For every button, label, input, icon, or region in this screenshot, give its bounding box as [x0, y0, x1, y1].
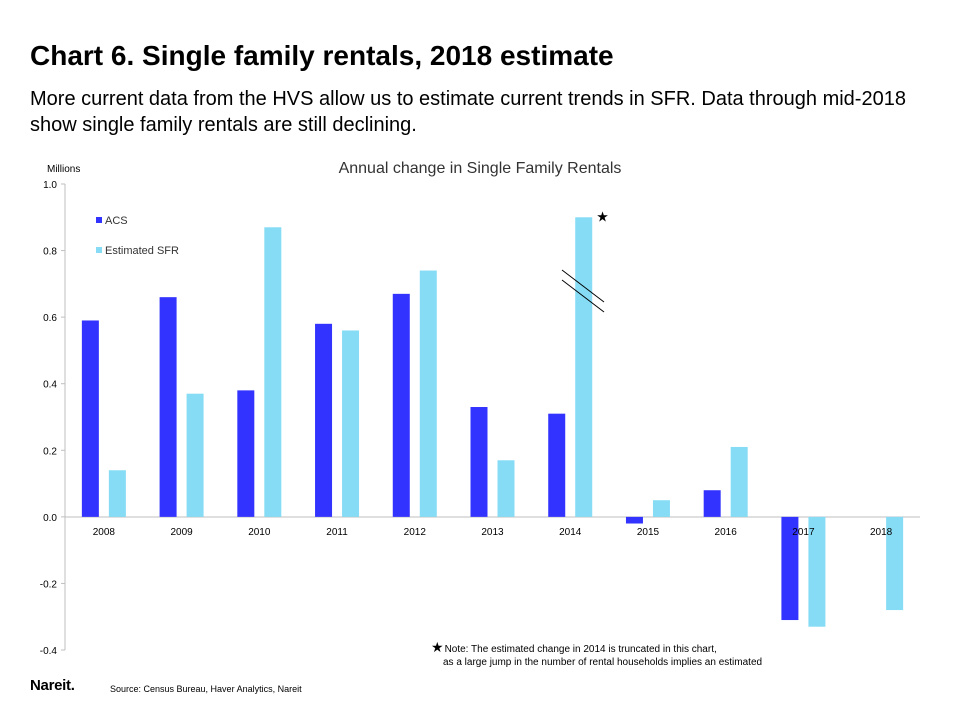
note-line-1: Note: The estimated change in 2014 is tr… [444, 644, 717, 655]
bar-estimated-sfr-2010 [264, 227, 282, 517]
y-tick-label: 0.8 [43, 247, 57, 258]
x-tick-label: 2014 [559, 527, 582, 538]
slide-title: Chart 6. Single family rentals, 2018 est… [30, 40, 614, 71]
legend-swatch [96, 217, 102, 223]
bar-acs-2013 [470, 407, 488, 517]
bar-estimated-sfr-2014 [575, 217, 593, 517]
y-tick-label: -0.2 [40, 579, 58, 590]
y-tick-label: -0.4 [40, 646, 58, 657]
bar-acs-2017 [781, 516, 799, 621]
y-tick-label: 0.2 [43, 446, 57, 457]
x-tick-label: 2010 [248, 527, 271, 538]
bar-acs-2010 [237, 390, 255, 517]
bar-estimated-sfr-2013 [497, 460, 515, 517]
x-tick-label: 2013 [481, 527, 504, 538]
y-axis-unit-label: Millions [47, 164, 80, 175]
bar-acs-2008 [81, 320, 99, 517]
x-tick-label: 2018 [870, 527, 893, 538]
bar-estimated-sfr-2008 [108, 470, 126, 517]
x-tick-label: 2015 [637, 527, 660, 538]
y-tick-label: 0.0 [43, 513, 57, 524]
x-tick-label: 2011 [326, 527, 348, 538]
x-tick-label: 2008 [93, 527, 116, 538]
legend-label: ACS [105, 215, 128, 227]
y-tick-label: 0.6 [43, 313, 57, 324]
bar-estimated-sfr-2011 [342, 330, 360, 517]
star-icon: ★ [596, 209, 609, 225]
truncation-note: ★Note: The estimated change in 2014 is t… [431, 639, 763, 669]
source-note: Source: Census Bureau, Haver Analytics, … [110, 684, 302, 694]
chart-title: Annual change in Single Family Rentals [339, 160, 622, 177]
legend-label: Estimated SFR [105, 245, 179, 257]
bar-acs-2014 [548, 413, 566, 517]
bar-estimated-sfr-2016 [730, 446, 748, 517]
x-tick-label: 2016 [715, 527, 738, 538]
bar-estimated-sfr-2012 [419, 270, 437, 517]
y-tick-label: 1.0 [43, 180, 57, 191]
bar-acs-2012 [392, 293, 410, 517]
star-icon: ★ [431, 639, 444, 655]
truncation-mark [561, 269, 605, 303]
bar-acs-2011 [315, 323, 333, 517]
x-tick-label: 2012 [404, 527, 427, 538]
slide-subtitle: More current data from the HVS allow us … [30, 88, 906, 136]
legend-swatch [96, 247, 102, 253]
x-tick-label: 2017 [792, 527, 815, 538]
bar-estimated-sfr-2018 [886, 516, 904, 611]
x-tick-label: 2009 [170, 527, 193, 538]
bar-acs-2009 [159, 297, 177, 517]
nareit-logo: Nareit. [30, 677, 75, 694]
bar-acs-2015 [625, 516, 643, 524]
bar-acs-2016 [703, 490, 721, 517]
note-line-2: as a large jump in the number of rental … [443, 657, 763, 668]
bar-estimated-sfr-2017 [808, 516, 826, 627]
truncation-mark [561, 279, 605, 313]
y-tick-label: 0.4 [43, 380, 57, 391]
bar-estimated-sfr-2009 [186, 393, 204, 517]
bar-estimated-sfr-2015 [652, 500, 670, 517]
